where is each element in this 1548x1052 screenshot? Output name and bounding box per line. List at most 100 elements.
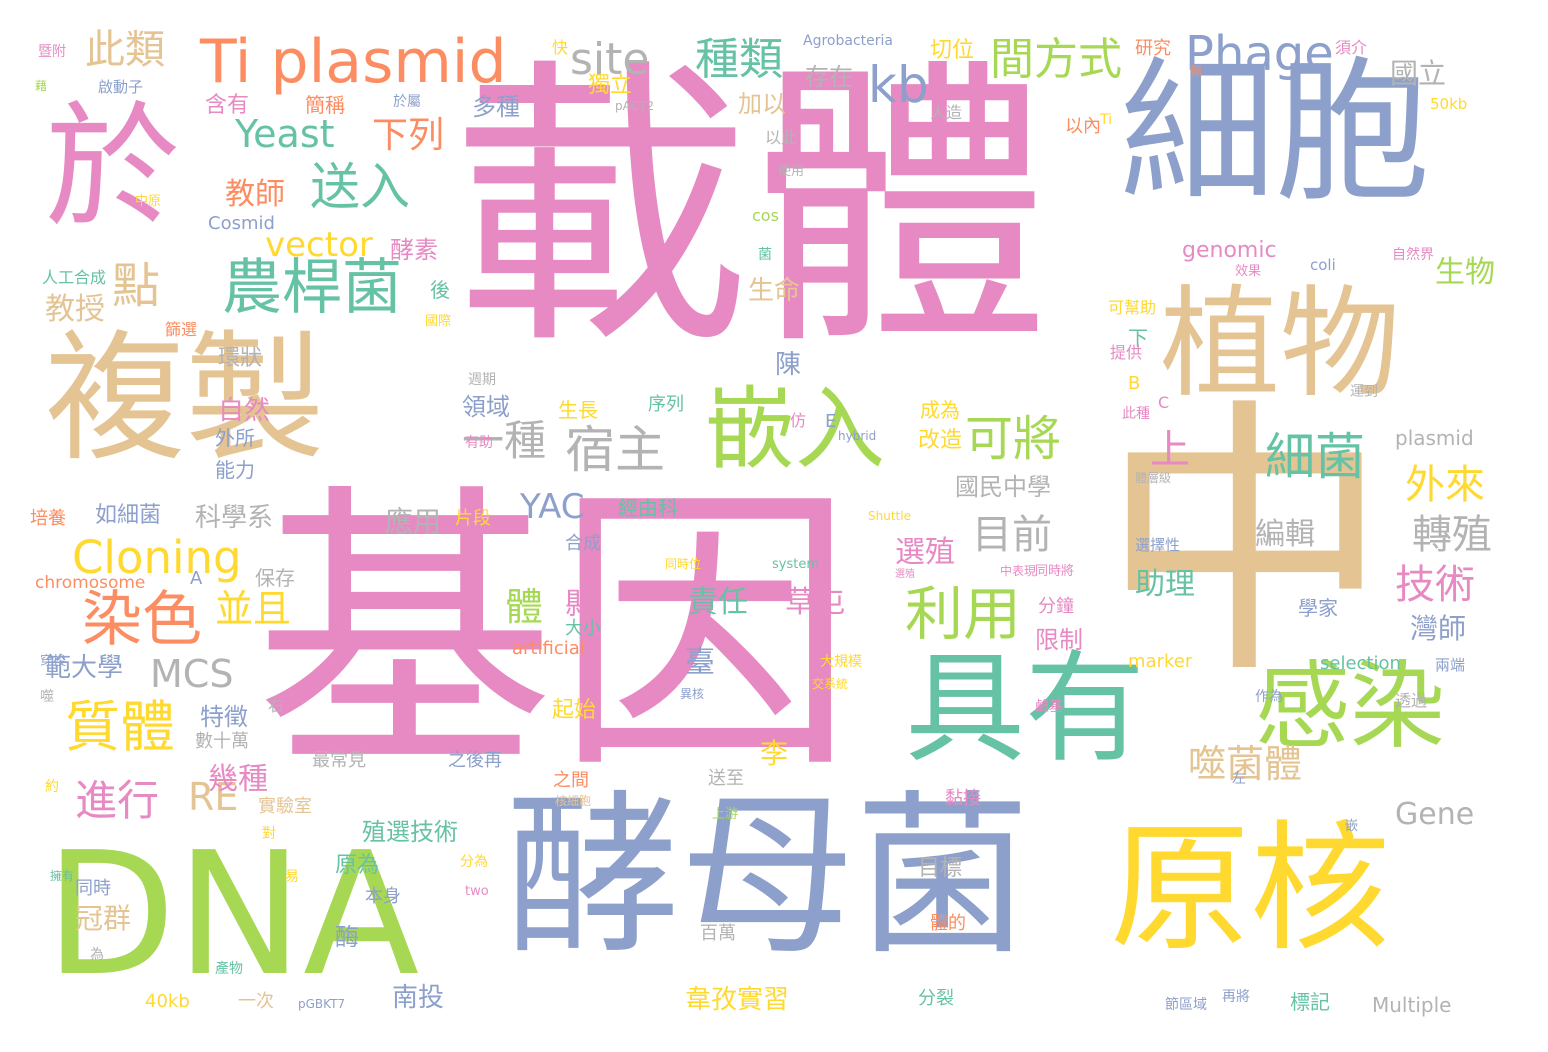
cloud-word: 50kb [1430,95,1468,113]
cloud-word: 對 [262,826,276,842]
cloud-word: 核細胞 [555,794,592,808]
cloud-word: 中原 [135,194,162,209]
cloud-word: 實驗室 [258,796,312,817]
cloud-word: 基因 [255,460,855,809]
cloud-word: site [570,34,650,85]
cloud-word: 數十萬 [195,731,249,752]
cloud-word: 提供 [1110,343,1143,362]
cloud-word: 擁有 [50,869,75,883]
cloud-word: Shuttle [868,509,911,523]
cloud-word: 片段 [455,508,491,529]
cloud-word: 細菌 [1265,428,1365,486]
cloud-word: 臺 [685,645,715,680]
cloud-word: chromosome [35,573,146,593]
cloud-word: 標記 [1290,990,1330,1014]
cloud-word: selection [1320,653,1401,674]
cloud-word: 分裂 [918,988,954,1009]
cloud-word: 有助 [465,435,493,451]
cloud-word: 上 [1150,427,1190,473]
cloud-word: 本身 [365,886,401,907]
cloud-word: 生命 [748,276,801,306]
cloud-word: 技術 [1395,562,1475,608]
cloud-word: 約 [45,779,59,795]
cloud-word: 韋孜實習 [685,985,790,1015]
cloud-word: 週期 [468,372,496,388]
cloud-word: Yeast [235,112,335,156]
cloud-word: Gene [1395,797,1475,832]
cloud-word: 多種 [472,93,520,121]
cloud-word: 選殖 [895,535,955,570]
cloud-word: 大規模 [820,654,862,670]
cloud-word: 40kb [145,991,190,1012]
cloud-word: 為 [90,947,104,963]
cloud-word: 一種 [462,416,547,465]
cloud-word: 特徵 [200,703,248,731]
cloud-word: 仿 [790,411,807,430]
cloud-word: 教師 [225,177,285,212]
cloud-word: 細胞 [1120,42,1430,223]
cloud-word: 如細菌 [95,503,162,528]
cloud-word: pGBKT7 [298,997,346,1011]
cloud-word: coli [1310,256,1336,274]
cloud-word: 成為 [920,398,960,422]
cloud-word: plasmid [1395,426,1474,450]
cloud-word: 嵌 [1345,819,1359,834]
cloud-word: 教授 [45,292,105,327]
cloud-word: 起始 [552,698,597,723]
cloud-word: 人造 [930,103,963,122]
cloud-word: 目標 [918,856,963,881]
cloud-word: 外來 [1405,462,1485,508]
cloud-word: 暨附 [38,44,66,60]
cloud-word: 種類 [695,34,783,85]
cloud-word: 感染 [1255,652,1446,762]
cloud-word: 目前 [972,512,1052,558]
cloud-word: 再將 [1222,989,1250,1005]
cloud-word: A [190,568,203,589]
cloud-word: 此類 [85,27,165,73]
cloud-word: MCS [150,652,234,696]
cloud-word: 切位 [930,38,975,63]
cloud-word: 以此 [765,128,798,147]
cloud-word: 穿梭 [40,654,67,669]
cloud-word: 間方式 [990,34,1122,85]
cloud-word: E [825,411,837,432]
cloud-word: 國民中學 [955,473,1051,501]
cloud-word: 篩選 [165,320,198,339]
cloud-word: 右 [268,696,285,715]
cloud-word: vector [265,225,373,265]
cloud-word: 一次 [238,991,274,1012]
cloud-word: 於 [45,89,180,246]
cloud-word: Phage [1185,26,1334,82]
cloud-word: 產物 [215,961,243,977]
cloud-word: 改造 [918,428,963,453]
cloud-word: 李 [760,737,789,770]
cloud-word: B [1128,373,1141,394]
cloud-word: 大小 [565,618,601,639]
cloud-word: YAC [520,487,585,527]
cloud-word: 自然 [218,396,271,426]
cloud-word: 最常見 [312,750,366,771]
cloud-word: 同時將 [1035,564,1075,579]
cloud-word: 啟動子 [98,78,144,96]
cloud-word: 選殖 [895,569,915,580]
cloud-word: 原核 [1110,808,1391,971]
cloud-word: 點 [112,258,161,314]
cloud-word: 噬菌體 [1188,742,1303,786]
cloud-word: 以內 [1065,116,1101,137]
cloud-word: 易 [285,869,299,885]
cloud-word: 進行 [75,776,160,825]
cloud-word: Ti [1100,112,1113,128]
cloud-word: 後 [430,278,450,302]
cloud-word: DNA [45,816,420,1014]
cloud-word: 冠群 [75,902,132,935]
cloud-word: 兩端 [1435,656,1466,674]
cloud-word: 下列 [372,115,445,156]
cloud-word: 透過 [1395,691,1428,710]
cloud-word: 同時位 [665,557,702,571]
cloud-word: 科學系 [195,503,274,533]
cloud-word: 佩 [1190,64,1203,78]
cloud-word: 殖選技術 [362,818,458,846]
cloud-word: RE [188,775,239,819]
cloud-word: 經由科 [618,496,678,520]
